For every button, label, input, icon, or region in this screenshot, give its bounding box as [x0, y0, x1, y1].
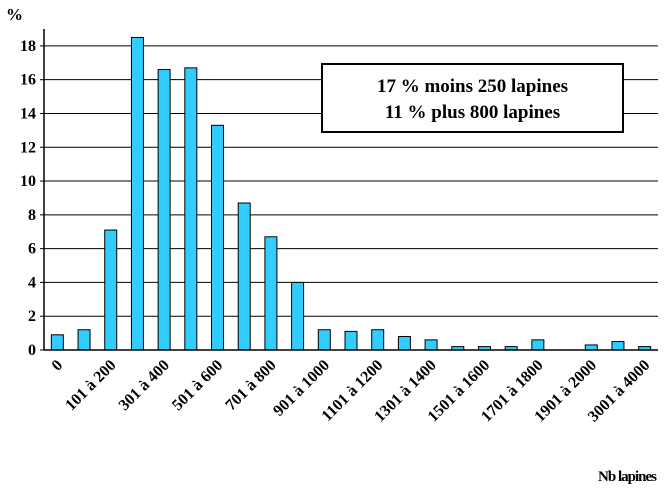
- y-tick-label: 18: [20, 38, 36, 55]
- bar: [531, 339, 545, 351]
- annotation-line-2: 11 % plus 800 lapines: [384, 102, 561, 123]
- bar: [371, 329, 385, 351]
- bar: [104, 229, 118, 351]
- axes: [43, 29, 658, 351]
- bar: [157, 69, 171, 351]
- x-tick-label: 301 à 400: [116, 357, 173, 414]
- annotation-box: 17 % moins 250 lapines 11 % plus 800 lap…: [321, 63, 624, 133]
- y-tick-label: 14: [20, 105, 36, 122]
- x-tick-label: 101 à 200: [62, 357, 119, 414]
- bars: [50, 36, 652, 351]
- y-tick-label: 16: [20, 72, 36, 89]
- bar: [264, 236, 278, 351]
- bar: [424, 339, 438, 351]
- bar: [237, 202, 251, 351]
- y-tick-label: 2: [28, 308, 36, 325]
- bar: [130, 36, 144, 351]
- x-axis-title: Nb lapines: [598, 469, 657, 485]
- x-tick-label: 0: [48, 357, 66, 375]
- bar: [50, 334, 64, 351]
- y-axis-title: %: [6, 5, 23, 24]
- bar: [344, 330, 358, 351]
- y-tick-label: 12: [20, 139, 36, 156]
- bar: [317, 329, 331, 351]
- y-tick-label: 10: [20, 173, 36, 190]
- y-tick-label: 8: [28, 207, 36, 224]
- bar: [611, 341, 625, 351]
- bar: [291, 281, 305, 351]
- x-tick-label: 501 à 600: [169, 357, 226, 414]
- y-tick-label: 6: [28, 241, 36, 258]
- y-tick-label: 4: [28, 274, 36, 291]
- bar: [77, 329, 91, 351]
- bar: [184, 67, 198, 351]
- y-tick-label: 0: [28, 342, 36, 359]
- bar: [397, 335, 411, 351]
- y-tick-labels: 0 2 4 6 8 10 12 14 16 18: [20, 38, 36, 359]
- bar: [211, 124, 225, 351]
- annotation-line-1: 17 % moins 250 lapines: [376, 76, 569, 97]
- bar: [584, 344, 598, 351]
